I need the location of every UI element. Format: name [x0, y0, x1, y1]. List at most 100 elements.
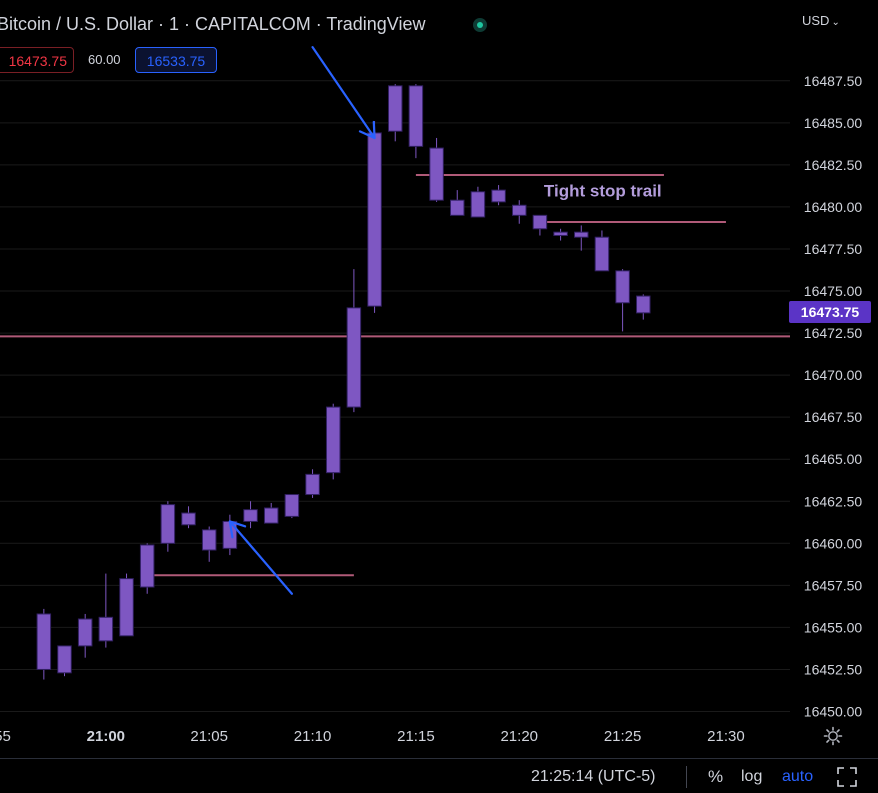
currency-label: USD — [802, 13, 830, 28]
market-open-indicator — [473, 18, 487, 32]
last-price-label: 16473.75 — [801, 304, 860, 320]
candle-body — [408, 85, 424, 147]
candle-body — [98, 616, 114, 642]
gear-icon[interactable] — [823, 726, 843, 751]
candle-body — [284, 494, 300, 517]
candle-body — [57, 645, 72, 674]
candle — [429, 137, 444, 202]
price-tick-label: 16487.50 — [804, 73, 863, 89]
candle — [408, 84, 424, 159]
candle-body — [36, 613, 52, 670]
candle — [263, 502, 279, 524]
candle — [57, 645, 72, 677]
candle — [201, 526, 217, 562]
candle-body — [160, 504, 176, 544]
last-price-badge — [789, 301, 871, 324]
candle-body — [532, 214, 548, 230]
candle-body — [346, 307, 362, 408]
candle — [636, 294, 651, 320]
level-lines — [0, 173, 790, 577]
annotations: Tight stop trail — [228, 46, 662, 595]
price-tick-label: 16462.50 — [804, 493, 863, 509]
price-tick-label: 16452.50 — [804, 661, 863, 677]
auto-scale-toggle[interactable]: auto — [782, 768, 814, 785]
candle-body — [119, 578, 134, 637]
grid-lines — [0, 80, 790, 712]
price-tick-label: 16467.50 — [804, 409, 863, 425]
candle — [98, 573, 114, 648]
time-tick-label: 21:00 — [87, 728, 125, 745]
annotation-arrowhead — [228, 520, 247, 539]
candle-body — [77, 618, 93, 647]
candle — [532, 214, 548, 236]
time-axis: 55 21:00 21:05 21:10 21:15 21:20 21:25 21:30 — [0, 728, 745, 745]
candle — [367, 121, 382, 313]
candle-body — [615, 270, 630, 304]
candle-body — [594, 236, 610, 272]
clock-timezone-button[interactable]: 21:25:14 (UTC-5) — [531, 768, 656, 785]
annotation-arrowhead — [358, 120, 376, 140]
price-tick-label: 16460.00 — [804, 535, 863, 551]
chart-title: Bitcoin / U.S. Dollar · 1 · CAPITALCOM ·… — [0, 14, 426, 34]
toolbar-divider — [686, 766, 687, 788]
price-tick-label: 16472.50 — [804, 325, 863, 341]
candle — [305, 469, 320, 498]
candle — [139, 543, 155, 594]
log-scale-toggle[interactable]: log — [741, 768, 763, 785]
time-tick-label: 21:20 — [500, 728, 538, 745]
candle — [470, 186, 486, 218]
candle — [553, 228, 568, 241]
currency-selector[interactable]: USD ⌄ — [802, 13, 840, 28]
time-tick-label: 55 — [0, 728, 11, 745]
price-tick-label: 16457.50 — [804, 577, 863, 593]
price-tick-label: 16450.00 — [804, 703, 863, 719]
candle — [77, 613, 93, 658]
candle — [615, 269, 630, 332]
fullscreen-icon[interactable] — [836, 766, 858, 793]
time-tick-label: 21:05 — [190, 728, 228, 745]
candle-body — [449, 199, 465, 216]
price-tick-label: 16475.00 — [804, 283, 863, 299]
candle — [325, 403, 341, 480]
candle-body — [181, 512, 196, 526]
candle — [594, 230, 610, 272]
time-tick-label: 21:10 — [294, 728, 332, 745]
candle-body — [512, 204, 527, 216]
candle — [284, 494, 300, 519]
candle-body — [367, 132, 382, 307]
candle — [243, 501, 258, 529]
candle-body — [305, 473, 320, 496]
price-tick-label: 16470.00 — [804, 367, 863, 383]
candle — [181, 506, 196, 529]
sell-button[interactable]: 16473.75 — [0, 47, 74, 73]
candle-body — [201, 529, 217, 551]
time-tick-label: 21:30 — [707, 728, 745, 745]
price-tick-label: 16485.00 — [804, 115, 863, 131]
candle-body — [263, 507, 279, 524]
chevron-down-icon: ⌄ — [831, 17, 840, 28]
price-tick-label: 16465.00 — [804, 451, 863, 467]
percent-scale-toggle[interactable]: % — [708, 767, 724, 786]
candle-body — [429, 147, 444, 201]
candle — [160, 501, 176, 552]
spread-value: 60.00 — [88, 52, 121, 67]
price-tick-label: 16482.50 — [804, 157, 863, 173]
candle — [119, 573, 134, 637]
price-axis: 16487.50 16485.00 16482.50 16480.00 16477.50… — [789, 73, 871, 719]
candles — [36, 84, 651, 680]
price-tick-label: 16455.00 — [804, 619, 863, 635]
annotation-arrow — [311, 46, 376, 140]
candle-body — [387, 85, 403, 132]
buy-button[interactable]: 16533.75 — [135, 47, 217, 73]
candle-body — [574, 231, 589, 238]
candle — [346, 269, 362, 413]
candle-body — [139, 544, 155, 588]
price-tick-label: 16480.00 — [804, 199, 863, 215]
time-tick-label: 21:15 — [397, 728, 435, 745]
candle — [491, 185, 506, 206]
candle-body — [243, 509, 258, 522]
annotation-text: Tight stop trail — [544, 182, 662, 201]
candle — [36, 608, 52, 680]
